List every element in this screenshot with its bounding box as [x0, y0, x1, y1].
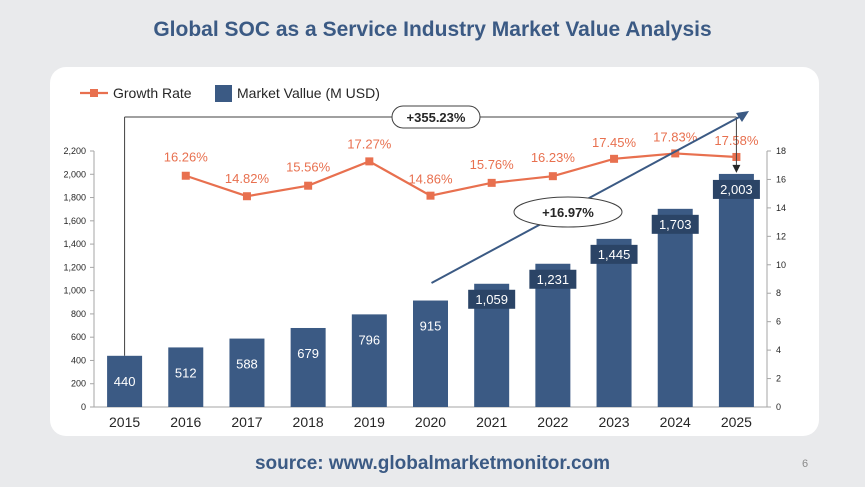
growth-rate-label: 16.23%: [531, 150, 576, 165]
x-tick-label: 2022: [537, 414, 568, 430]
y-right-tick-label: 0: [776, 402, 781, 412]
bar-value-label: 2,003: [720, 182, 753, 197]
growth-rate-marker: [610, 154, 619, 163]
legend-growth-rate-label: Growth Rate: [113, 85, 192, 101]
growth-rate-label: 14.86%: [408, 172, 453, 187]
bar-label-box: [651, 214, 699, 234]
x-tick-label: 2020: [415, 414, 446, 430]
bar-market-value: [168, 347, 204, 407]
legend-market-value-swatch: [215, 85, 232, 102]
y-left-tick-label: 800: [71, 309, 86, 319]
growth-rate-marker: [304, 181, 313, 190]
y-left-tick-label: 600: [71, 332, 86, 342]
growth-rate-label: 16.26%: [164, 150, 209, 165]
growth-rate-label: 15.56%: [286, 160, 331, 175]
bar-market-value: [290, 327, 326, 407]
y-left-tick-label: 400: [71, 355, 86, 365]
y-left-tick-label: 200: [71, 379, 86, 389]
x-tick-label: 2021: [476, 414, 507, 430]
y-right-tick-label: 14: [776, 203, 786, 213]
cagr-callout: [513, 196, 623, 228]
bar-market-value: [718, 173, 754, 407]
bar-market-value: [229, 338, 265, 407]
y-right-tick-label: 2: [776, 374, 781, 384]
y-right-tick-label: 4: [776, 345, 781, 355]
page-number: 6: [802, 458, 809, 470]
bar-value-label: 1,703: [659, 217, 692, 232]
y-left-tick-label: 1,600: [63, 216, 86, 226]
total-growth-label: +355.23%: [407, 110, 466, 125]
bar-label-box: [529, 269, 577, 289]
source-caption: source: www.globalmarketmonitor.com: [254, 453, 611, 474]
bar-market-value: [107, 355, 143, 407]
y-left-tick-label: 1,800: [63, 193, 86, 203]
x-tick-label: 2023: [598, 414, 629, 430]
x-tick-label: 2025: [721, 414, 752, 430]
bar-value-label: 588: [236, 357, 258, 372]
y-right-tick-label: 18: [776, 146, 786, 156]
growth-rate-label: 17.27%: [347, 136, 392, 151]
bar-value-label: 679: [297, 346, 319, 361]
x-tick-label: 2017: [231, 414, 262, 430]
combo-chart: 0 200 400 600 800 1,000 1,200 1,400 1,600 1,800 2,…: [63, 85, 786, 430]
x-tick-label: 2016: [170, 414, 201, 430]
bar-value-label: 1,445: [598, 247, 631, 262]
y-left-tick-label: 1,400: [63, 239, 86, 249]
bar-market-value: [351, 314, 387, 407]
bar-value-label: 796: [358, 332, 380, 347]
growth-rate-marker: [181, 171, 190, 180]
growth-rate-marker: [671, 149, 680, 158]
line-growth-rate: [185, 152, 737, 198]
bar-market-value: [413, 300, 448, 407]
growth-rate-marker: [487, 178, 496, 187]
y-right-tick-label: 10: [776, 260, 786, 270]
total-growth-callout: [391, 105, 481, 129]
bar-value-label: 512: [175, 365, 197, 380]
y-left-tick-label: 0: [81, 402, 86, 412]
y-right-tick-label: 16: [776, 174, 786, 184]
y-right-tick-label: 6: [776, 317, 781, 327]
growth-rate-label: 14.82%: [225, 171, 270, 186]
bar-label-box: [712, 179, 760, 199]
bar-market-value: [596, 238, 632, 407]
growth-bracket-arrowhead: [732, 164, 741, 173]
cagr-label: +16.97%: [542, 205, 594, 220]
x-tick-label: 2019: [354, 414, 385, 430]
growth-rate-marker: [426, 191, 435, 200]
bar-value-label: 915: [420, 319, 442, 334]
bar-market-value: [657, 208, 693, 407]
legend-market-value-label: Market Vallue (M USD): [237, 85, 380, 101]
y-right-tick-label: 8: [776, 288, 781, 298]
y-left-tick-label: 2,200: [63, 146, 86, 156]
bar-label-box: [590, 244, 638, 264]
growth-rate-marker: [548, 172, 557, 181]
bar-value-label: 1,059: [475, 292, 508, 307]
bar-value-label: 440: [114, 374, 136, 389]
growth-rate-label: 17.45%: [592, 135, 637, 150]
bar-value-label: 1,231: [537, 272, 570, 287]
growth-rate-label: 17.83%: [653, 129, 698, 144]
page-title: Global SOC as a Service Industry Market …: [153, 18, 712, 41]
growth-rate-marker: [242, 192, 251, 201]
chart-card: 0 200 400 600 800 1,000 1,200 1,400 1,600 1,800 2,…: [50, 67, 819, 436]
growth-rate-label: 15.76%: [470, 157, 515, 172]
y-left-tick-label: 1,200: [63, 262, 86, 272]
cagr-arrowhead: [736, 111, 749, 122]
legend-growth-rate-marker: [90, 89, 98, 97]
y-left-tick-label: 2,000: [63, 169, 86, 179]
growth-rate-marker: [365, 157, 374, 166]
y-left-tick-label: 1,000: [63, 286, 86, 296]
x-tick-label: 2018: [293, 414, 324, 430]
y-right-tick-label: 12: [776, 231, 786, 241]
bar-label-box: [468, 289, 516, 309]
x-tick-label: 2015: [109, 414, 140, 430]
x-tick-label: 2024: [660, 414, 691, 430]
